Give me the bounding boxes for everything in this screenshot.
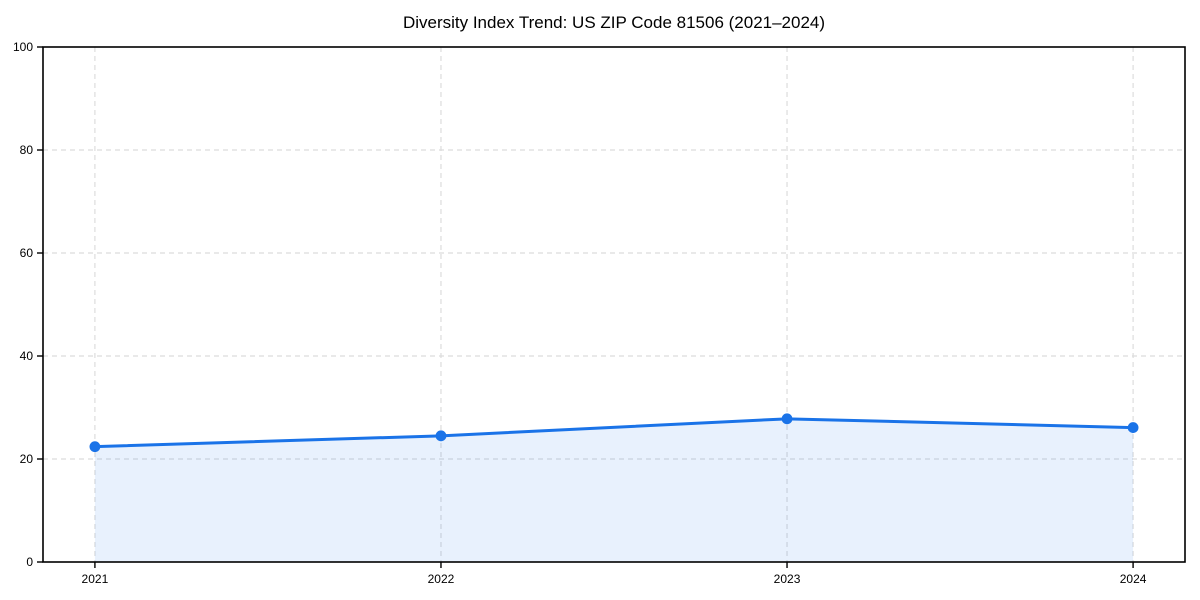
series-line [93, 417, 1135, 449]
y-axis-tick-label: 80 [20, 143, 34, 157]
y-axis-tick-label: 20 [20, 452, 34, 466]
data-point-marker [1127, 422, 1139, 433]
x-axis-tick-label: 2023 [774, 572, 801, 586]
data-point-marker [89, 441, 101, 453]
series-area-fill [94, 418, 1134, 562]
y-axis-tick-label: 40 [20, 349, 34, 363]
chart-title: Diversity Index Trend: US ZIP Code 81506… [402, 13, 826, 32]
y-axis-tick-label: 100 [13, 40, 33, 54]
x-axis-tick-label: 2021 [82, 572, 109, 586]
y-axis-tick-label: 0 [26, 555, 33, 569]
plot-spines [42, 46, 1186, 563]
x-axis-tick-label: 2024 [1120, 572, 1147, 586]
data-point-marker [435, 430, 447, 442]
x-axis-tick-label: 2022 [428, 572, 455, 586]
y-axis-tick-label: 60 [20, 246, 34, 260]
data-point-marker [781, 413, 793, 425]
